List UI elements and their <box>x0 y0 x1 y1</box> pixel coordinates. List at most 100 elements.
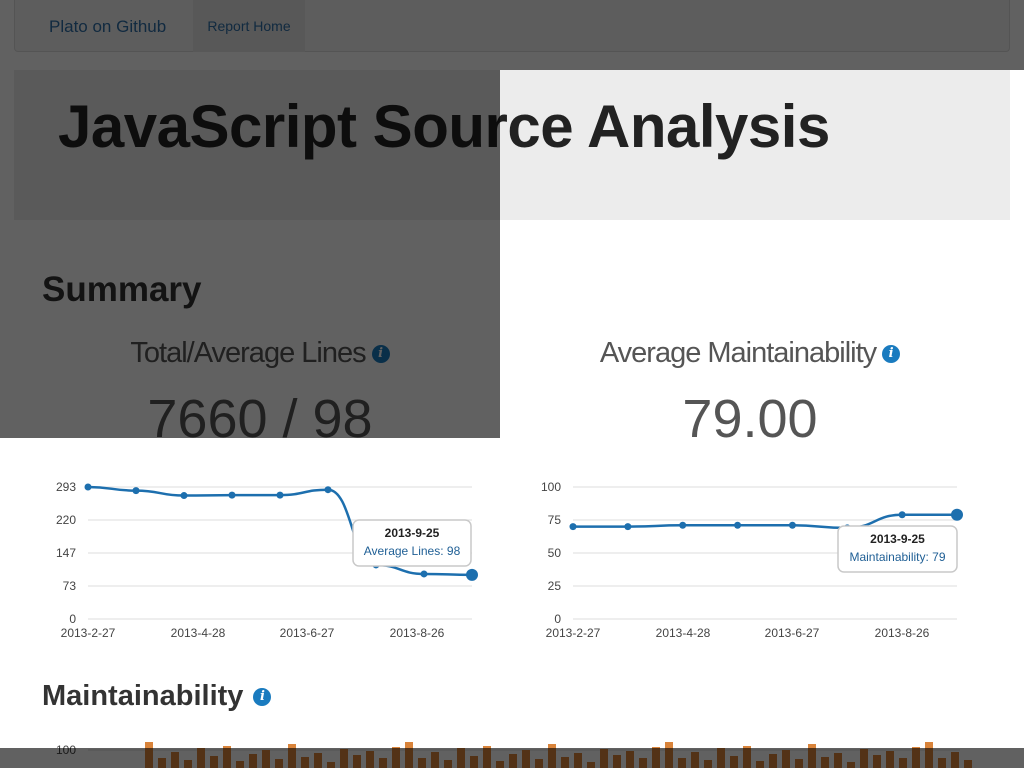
page-title: JavaScript Source Analysis <box>58 93 830 160</box>
x-tick-label: 2013-4-28 <box>171 626 226 640</box>
info-icon[interactable]: i <box>371 345 390 364</box>
maintainability-bar <box>301 757 309 768</box>
maintainability-bar <box>522 750 530 768</box>
maintainability-bar <box>561 757 569 768</box>
data-point <box>898 511 906 519</box>
maintainability-bar <box>795 759 803 768</box>
maintainability-bar <box>782 750 790 768</box>
maintainability-bar <box>665 742 673 768</box>
maintainability-bar <box>600 749 608 768</box>
maintainability-bar <box>717 748 725 768</box>
data-point <box>734 521 742 529</box>
tooltip-value: Maintainability: 79 <box>849 550 945 564</box>
maintainability-bar <box>496 761 504 768</box>
data-point <box>132 487 140 495</box>
maintainability-bar <box>613 755 621 768</box>
maintainability-bar <box>184 760 192 768</box>
maintainability-bar <box>691 752 699 768</box>
y-tick-label: 0 <box>554 612 561 626</box>
maintainability-bar <box>158 758 166 768</box>
maintainability-heading: Maintainability i <box>42 680 272 713</box>
x-tick-label: 2013-6-27 <box>280 626 335 640</box>
data-point <box>466 568 478 581</box>
lines-stat-label-text: Total/Average Lines <box>130 337 366 369</box>
series-line <box>572 513 958 530</box>
maintainability-bar <box>145 742 153 768</box>
maintainability-bar <box>431 752 439 768</box>
maintainability-bar <box>392 747 400 768</box>
maintainability-bar <box>223 746 231 768</box>
maintainability-bar <box>210 756 218 768</box>
tooltip-date: 2013-9-25 <box>870 532 925 546</box>
maintainability-bar <box>574 753 582 768</box>
maintainability-bar <box>938 758 946 768</box>
data-point <box>569 523 577 531</box>
info-icon[interactable]: i <box>253 688 272 707</box>
x-tick-label: 2013-2-27 <box>546 626 601 640</box>
maintainability-bar <box>678 758 686 768</box>
brand-link[interactable]: Plato on Github <box>49 17 167 36</box>
tooltip-value: Average Lines: 98 <box>364 544 461 558</box>
maintainability-bar <box>886 751 894 768</box>
tooltip-box <box>352 519 472 567</box>
maintainability-heading-text: Maintainability <box>42 680 244 712</box>
maintainability-bar <box>470 756 478 768</box>
y-tick-label: 50 <box>548 546 562 560</box>
x-tick-label: 2013-8-26 <box>875 626 930 640</box>
maintainability-bar <box>912 747 920 768</box>
data-point <box>228 491 236 499</box>
maintainability-bar <box>951 752 959 768</box>
y-tick-label: 100 <box>56 743 76 757</box>
maintainability-bar <box>314 753 322 768</box>
maintainability-bar <box>964 760 972 768</box>
maintainability-bar <box>834 753 842 768</box>
maintainability-bar <box>769 754 777 768</box>
data-point <box>624 523 632 531</box>
maintainability-bar <box>925 742 933 768</box>
data-point <box>180 492 188 500</box>
data-point <box>84 483 92 491</box>
maintainability-bar <box>353 755 361 768</box>
x-tick-label: 2013-6-27 <box>765 626 820 640</box>
maintainability-bar <box>288 744 296 768</box>
maintainability-bar <box>587 762 595 768</box>
data-point <box>951 508 963 521</box>
maintainability-bar <box>457 748 465 768</box>
data-point <box>788 521 796 529</box>
data-point <box>420 570 428 578</box>
maintainability-history-chart[interactable]: 0 25 50 75 100 2013-2-27 2013-4-28 2013-6-27 201… <box>515 475 975 645</box>
maintainability-bar <box>743 746 751 768</box>
maintainability-bar <box>171 752 179 768</box>
maintainability-bar <box>730 756 738 768</box>
maintainability-bar <box>821 757 829 768</box>
info-icon[interactable]: i <box>882 345 901 364</box>
data-point <box>324 486 332 494</box>
maintainability-bar <box>327 762 335 768</box>
x-tick-label: 2013-4-28 <box>656 626 711 640</box>
nav-report-home[interactable]: Report Home <box>193 0 305 52</box>
lines-stat-value: 7660 / 98 <box>147 389 373 449</box>
tooltip-box <box>837 525 958 573</box>
y-tick-label: 73 <box>63 579 77 593</box>
lines-stat-label: Total/Average Lines i <box>40 337 480 370</box>
y-tick-label: 100 <box>541 480 561 494</box>
data-point <box>276 491 284 499</box>
maintainability-bar <box>704 760 712 768</box>
maintainability-bar <box>340 749 348 768</box>
maintainability-bar <box>379 758 387 768</box>
maintainability-bar <box>366 751 374 768</box>
maintainability-bar <box>652 747 660 768</box>
y-tick-label: 0 <box>69 612 76 626</box>
maintainability-bar <box>847 762 855 768</box>
summary-heading: Summary <box>42 270 202 309</box>
maintainability-stat-label: Average Maintainability i <box>530 337 970 370</box>
lines-history-chart[interactable]: 0 73 147 220 293 2013-2-27 2013-4-28 2013-6-27 2… <box>30 475 490 645</box>
x-tick-label: 2013-2-27 <box>61 626 116 640</box>
maintainability-bar <box>509 754 517 768</box>
maintainability-bar <box>626 751 634 768</box>
y-tick-label: 293 <box>56 480 76 494</box>
maintainability-bar-chart: 100 <box>56 742 972 768</box>
x-tick-label: 2013-8-26 <box>390 626 445 640</box>
maintainability-stat-value: 79.00 <box>682 389 818 449</box>
maintainability-bar <box>873 755 881 768</box>
